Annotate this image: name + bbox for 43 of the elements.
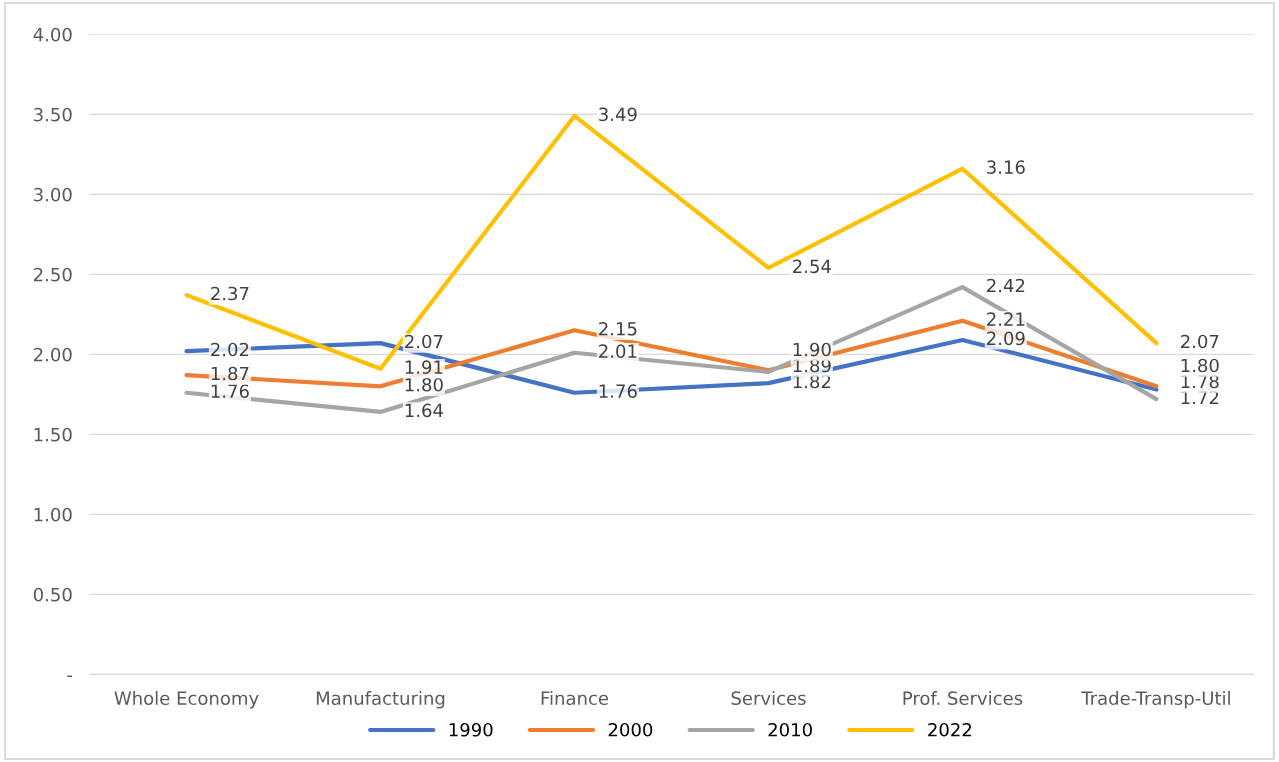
y-tick-label: 3.50 bbox=[34, 107, 72, 122]
data-label: 1.80 bbox=[405, 377, 443, 392]
data-label: 2.02 bbox=[211, 342, 249, 357]
y-tick-label: 1.00 bbox=[34, 507, 72, 522]
x-tick-label: Prof. Services bbox=[903, 691, 1023, 706]
data-label: 2.07 bbox=[1181, 334, 1219, 349]
data-label: 1.78 bbox=[1181, 374, 1219, 389]
x-tick-label: Trade-Transp-Util bbox=[1081, 691, 1230, 709]
x-tick-label: Whole Economy bbox=[114, 691, 259, 709]
data-label: 1.91 bbox=[405, 360, 443, 374]
y-tick-label: 2.50 bbox=[33, 267, 72, 282]
data-label: 2.15 bbox=[599, 321, 637, 336]
y-tick-label: 1.50 bbox=[34, 427, 72, 442]
y-tick-label: 4.00 bbox=[33, 27, 72, 42]
x-tick-label: Finance bbox=[541, 691, 609, 706]
data-label: 1.72 bbox=[1181, 390, 1219, 405]
legend-label: 2010 bbox=[768, 722, 812, 737]
y-tick-label: 3.00 bbox=[34, 187, 72, 202]
data-label: 2.42 bbox=[987, 278, 1025, 293]
data-label: 2.09 bbox=[987, 331, 1025, 346]
data-label: 2.01 bbox=[599, 344, 637, 358]
x-tick-label: Services bbox=[731, 691, 806, 706]
legend-label: 1990 bbox=[449, 722, 493, 737]
y-tick-label: - bbox=[67, 675, 72, 678]
data-label: 1.76 bbox=[599, 384, 637, 398]
y-tick-label: 2.00 bbox=[33, 347, 72, 362]
legend-label: 2000 bbox=[608, 722, 653, 737]
data-label: 1.89 bbox=[793, 358, 831, 373]
data-label: 1.87 bbox=[211, 366, 249, 381]
data-label: 1.82 bbox=[793, 374, 831, 389]
data-label: 2.37 bbox=[211, 286, 249, 301]
y-tick-label: 0.50 bbox=[33, 587, 72, 602]
data-label: 1.80 bbox=[1181, 358, 1219, 373]
legend-label: 2022 bbox=[928, 722, 972, 737]
data-label: 2.54 bbox=[793, 259, 831, 274]
x-tick-label: Manufacturing bbox=[316, 691, 445, 709]
data-label: 2.07 bbox=[405, 334, 443, 349]
data-label: 1.64 bbox=[405, 403, 443, 418]
data-label: 2.21 bbox=[987, 312, 1025, 326]
data-label: 1.76 bbox=[211, 384, 249, 398]
data-label: 3.16 bbox=[987, 160, 1025, 174]
data-label: 1.90 bbox=[793, 342, 831, 357]
data-label: 3.49 bbox=[599, 107, 637, 122]
